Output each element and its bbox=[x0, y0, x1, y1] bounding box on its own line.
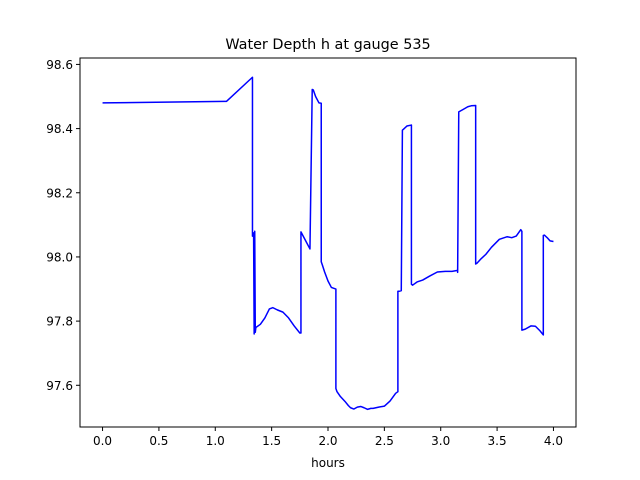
x-tick-label: 4.0 bbox=[544, 434, 563, 448]
x-tick-label: 2.5 bbox=[375, 434, 394, 448]
y-axis-ticks: 97.6 97.8 98.0 98.2 98.4 98.6 bbox=[46, 58, 80, 393]
y-tick-label: 98.2 bbox=[46, 186, 73, 200]
plot-line-layer bbox=[102, 76, 554, 411]
y-tick-label: 98.4 bbox=[46, 122, 73, 136]
x-tick-label: 3.5 bbox=[488, 434, 507, 448]
x-tick-label: 0.5 bbox=[149, 434, 168, 448]
y-tick-label: 98.0 bbox=[46, 250, 73, 264]
x-axis-label: hours bbox=[311, 456, 345, 470]
y-tick-label: 97.6 bbox=[46, 379, 73, 393]
x-tick-label: 3.0 bbox=[431, 434, 450, 448]
x-tick-label: 2.0 bbox=[318, 434, 337, 448]
y-tick-label: 97.8 bbox=[46, 315, 73, 329]
x-tick-label: 1.5 bbox=[262, 434, 281, 448]
chart-title: Water Depth h at gauge 535 bbox=[225, 37, 430, 53]
x-axis-ticks: 0.0 0.5 1.0 1.5 2.0 2.5 3.0 3.5 4.0 bbox=[93, 427, 563, 448]
y-tick-label: 98.6 bbox=[46, 58, 73, 72]
series-line-0 bbox=[102, 76, 554, 411]
x-tick-label: 0.0 bbox=[93, 434, 112, 448]
x-tick-label: 1.0 bbox=[206, 434, 225, 448]
